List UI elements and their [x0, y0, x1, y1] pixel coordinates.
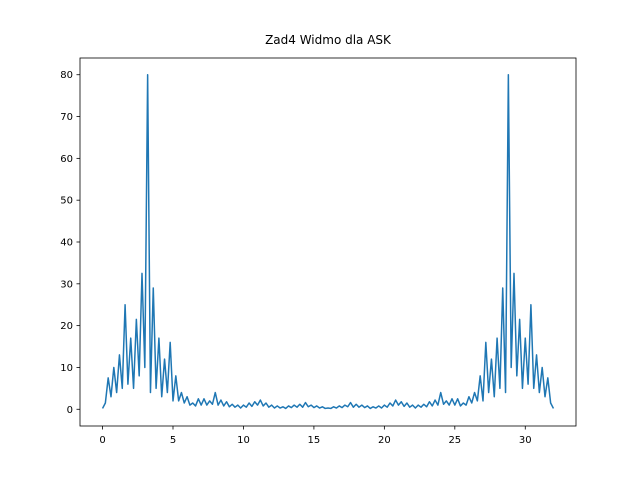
x-tick-label: 20	[378, 435, 391, 446]
y-tick-label: 60	[60, 154, 73, 165]
axes-frame	[79, 57, 577, 427]
y-tick-label: 80	[60, 70, 73, 81]
series-line	[101, 73, 555, 410]
x-tick-label: 25	[448, 435, 461, 446]
x-tick-label: 0	[99, 435, 105, 446]
y-tick-label: 70	[60, 112, 73, 123]
y-tick-label: 0	[67, 405, 73, 416]
x-tick-label: 30	[519, 435, 532, 446]
x-tick-label: 10	[237, 435, 250, 446]
x-tick-label: 5	[170, 435, 176, 446]
x-tick-label: 15	[308, 435, 321, 446]
chart-title: Zad4 Widmo dla ASK	[265, 33, 392, 47]
y-tick-label: 20	[60, 321, 73, 332]
y-tick-label: 40	[60, 238, 73, 249]
y-tick-label: 10	[60, 363, 73, 374]
y-tick-label: 30	[60, 279, 73, 290]
y-tick-label: 50	[60, 196, 73, 207]
